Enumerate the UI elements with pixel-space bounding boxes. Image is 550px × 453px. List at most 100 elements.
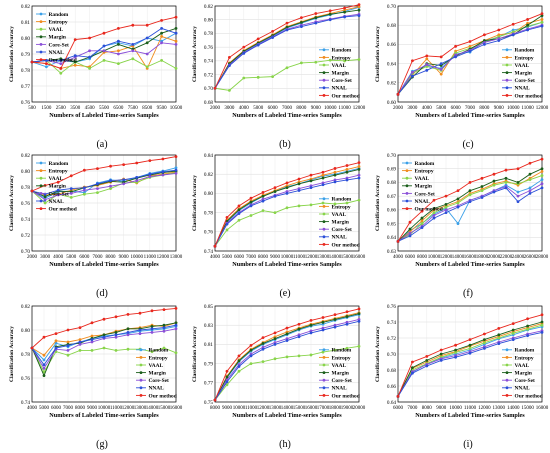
data-point [300,16,303,20]
data-point [483,338,486,341]
data-point [345,170,349,174]
legend-label: Margin [332,220,349,226]
x-tick-label: 6000 [234,255,245,260]
x-tick-label: 9000 [270,255,281,260]
data-point [43,201,47,205]
legend-label: Margin [515,371,532,377]
data-point [174,351,178,355]
data-point [345,320,349,324]
data-point [456,197,460,201]
plot-frame [31,5,177,103]
x-tick-label: 19000 [341,406,354,411]
y-tick-label: 0.81 [204,342,213,348]
data-point [468,40,472,43]
data-point [511,328,515,332]
legend-label: Entropy [332,355,351,361]
data-point [454,51,457,55]
data-point [135,161,139,165]
data-point [273,335,277,339]
plot-frame [214,154,360,252]
data-point [126,327,130,331]
data-point [297,187,301,190]
data-point [213,244,217,248]
data-point [256,75,260,79]
data-point [357,176,361,180]
legend-label: NNAL [49,50,65,56]
x-tick-label: 11000 [293,255,306,260]
data-point [114,315,118,319]
data-point [444,194,448,198]
data-point [73,60,77,64]
y-tick-label: 0.68 [387,368,396,374]
data-point [483,41,486,44]
x-tick-label: 6000 [79,255,90,260]
legend-marker [139,348,143,352]
legend-label: Entropy [49,20,68,26]
legend-marker [39,43,43,46]
data-point [483,33,486,37]
data-point [82,186,86,190]
plot-frame [397,5,543,103]
data-point [468,343,472,347]
data-point [54,346,58,350]
legend-label: Our method [332,93,360,99]
data-point [343,15,346,19]
data-point [540,12,544,16]
data-point [249,354,253,358]
y-tick-label: 0.63 [387,249,396,255]
legend-marker [39,20,43,23]
data-point [497,327,501,330]
data-point [309,177,313,181]
data-point [504,186,508,190]
x-tick-label: 6000 [451,106,462,111]
x-tick-label: 16000 [536,406,549,411]
y-tick-label: 0.69 [387,167,396,173]
data-point [456,189,460,193]
legend-marker [322,56,326,59]
data-point [540,14,544,17]
data-point [420,222,424,225]
x-tick-label: 6000 [405,255,416,260]
panel-label: (a) [96,139,107,150]
y-tick-label: 0.78 [21,352,30,358]
y-tick-label: 0.84 [204,153,213,159]
x-tick-label: 10500 [170,106,183,111]
y-tick-label: 0.78 [204,210,213,216]
data-point [314,21,318,25]
y-tick-label: 0.74 [21,400,30,406]
x-tick-label: 11000 [521,106,534,111]
legend-marker [322,212,326,216]
data-point [333,178,337,182]
x-tick-label: 5000 [66,255,77,260]
data-point [432,198,436,202]
data-point [228,88,231,92]
data-point [432,213,436,217]
data-point [526,18,529,21]
data-point [540,170,544,173]
y-tick-label: 0.60 [387,100,396,106]
data-point [273,331,277,335]
legend-marker [322,243,326,246]
y-tick-label: 0.72 [204,72,213,78]
data-point [102,317,106,321]
plot-frame [397,154,543,252]
data-point [297,204,301,208]
data-point [483,332,486,336]
x-tick-label: 7000 [92,255,103,260]
legend-label: NNAL [415,199,431,205]
data-point [516,181,520,184]
data-point [425,364,429,368]
data-point [321,316,325,319]
legend-label: Our method [332,393,360,399]
data-point [333,348,337,352]
data-point [357,168,361,171]
data-point [54,332,58,335]
data-point [468,347,472,350]
data-point [42,370,46,374]
data-point [483,341,486,345]
data-point [249,352,253,356]
data-point [357,173,361,177]
data-point [345,346,349,350]
data-point [102,333,106,337]
data-point [59,67,63,70]
